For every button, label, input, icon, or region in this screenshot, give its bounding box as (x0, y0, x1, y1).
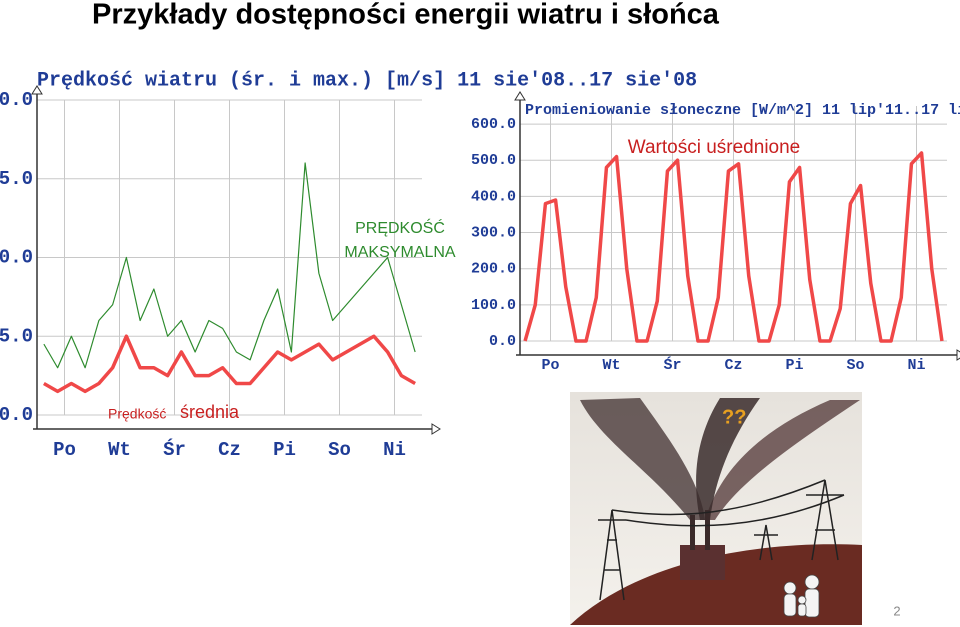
y-tick-label: 500.0 (471, 152, 516, 169)
chart-title: Promieniowanie słoneczne [W/m^2] 11 lip'… (525, 102, 960, 119)
data-line (43, 334, 416, 394)
x-tick-label: So (846, 357, 864, 374)
y-tick-label: 15.0 (0, 168, 33, 190)
x-tick-label: Wt (108, 439, 131, 461)
annotation: średnia (180, 402, 240, 422)
image-caption: ?? (722, 406, 746, 428)
data-line (523, 151, 944, 343)
chart-title: Prędkość wiatru (śr. i max.) [m/s] 11 si… (37, 69, 697, 92)
y-tick-label: 400.0 (471, 188, 516, 205)
y-tick-label: 600.0 (471, 116, 516, 133)
y-tick-label: 100.0 (471, 297, 516, 314)
axes (33, 92, 434, 430)
x-tick-label: Śr (663, 356, 681, 374)
x-tick-label: So (328, 439, 351, 461)
x-tick-label: Ni (383, 439, 406, 461)
y-tick-label: 0.0 (489, 333, 516, 350)
y-tick-label: 300.0 (471, 225, 516, 242)
axis-arrow (31, 85, 441, 435)
x-tick-label: Po (53, 439, 76, 461)
y-tick-label: 200.0 (471, 261, 516, 278)
y-tick-label: 10.0 (0, 247, 33, 269)
x-tick-label: Po (541, 357, 559, 374)
x-tick-label: Wt (602, 357, 620, 374)
y-tick-label: 20.0 (0, 89, 33, 111)
x-tick-label: Śr (163, 439, 186, 461)
x-tick-label: Cz (724, 357, 742, 374)
data-line (43, 162, 416, 369)
slide-title: Przykłady dostępności energii wiatru i s… (92, 0, 720, 31)
annotation: Prędkość (108, 406, 166, 422)
axes (516, 98, 959, 356)
x-tick-label: Ni (907, 357, 925, 374)
x-tick-label: Pi (785, 357, 803, 374)
annotation: Wartości uśrednione (628, 137, 800, 158)
x-tick-label: Cz (218, 439, 241, 461)
annotation: MAKSYMALNA (344, 244, 455, 261)
x-tick-label: Pi (273, 439, 296, 461)
illustration: ?? (570, 392, 862, 625)
page-number: 2 (893, 603, 900, 618)
annotation: PRĘDKOŚĆ (355, 218, 445, 237)
y-tick-label: 0.0 (0, 404, 33, 426)
axis-arrow (514, 91, 960, 361)
y-tick-label: 5.0 (0, 325, 33, 347)
